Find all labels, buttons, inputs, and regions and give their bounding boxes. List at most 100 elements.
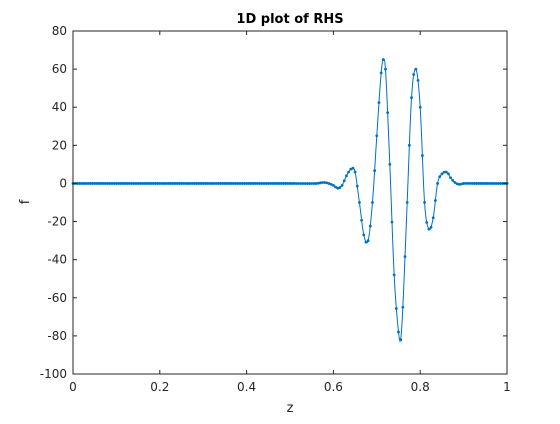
chart-title: 1D plot of RHS (236, 12, 343, 27)
data-point (158, 182, 162, 185)
data-point (494, 182, 498, 185)
data-point (106, 182, 110, 185)
data-point (154, 182, 157, 185)
data-point (386, 111, 390, 115)
data-point (288, 182, 292, 185)
data-point (182, 182, 186, 185)
data-point (99, 182, 103, 185)
data-point (97, 182, 101, 185)
data-point (418, 105, 422, 109)
data-point (101, 182, 105, 185)
data-point (436, 182, 439, 185)
data-point (86, 182, 90, 185)
data-point (332, 183, 335, 187)
data-point (373, 169, 377, 173)
data-point (186, 182, 190, 185)
data-point (292, 182, 296, 185)
data-point (134, 182, 138, 185)
data-point (251, 182, 255, 185)
data-point (488, 182, 492, 185)
data-point (203, 182, 207, 185)
data-point (175, 182, 179, 185)
data-point (197, 182, 201, 185)
y-tick-label: -80 (47, 329, 67, 343)
data-point (338, 186, 342, 189)
data-point (381, 58, 385, 61)
data-point (470, 182, 474, 185)
data-point (468, 182, 472, 185)
data-point (82, 182, 86, 185)
axes-box (72, 30, 508, 375)
data-point (121, 182, 125, 185)
data-point (177, 182, 181, 185)
plot-area (73, 31, 507, 374)
data-point (123, 182, 127, 185)
data-point (364, 240, 368, 244)
data-point (206, 182, 209, 185)
data-point (141, 182, 144, 185)
data-point (143, 182, 147, 185)
data-point (277, 182, 281, 185)
data-point (128, 182, 131, 185)
data-point (392, 273, 396, 277)
data-point (442, 170, 446, 174)
data-point (447, 172, 450, 176)
data-point (462, 182, 465, 185)
data-point (104, 182, 107, 185)
data-point (336, 186, 340, 190)
data-point (219, 182, 222, 185)
data-point (112, 182, 116, 185)
data-point (433, 199, 437, 202)
y-tick-label: -20 (47, 215, 67, 229)
data-point (501, 182, 505, 185)
data-point (258, 182, 262, 185)
x-tick-label: 1 (503, 380, 511, 394)
data-point (401, 305, 405, 309)
data-point (407, 143, 411, 147)
x-axis-label: z (287, 401, 294, 416)
data-point (371, 201, 374, 204)
data-point (420, 154, 424, 157)
data-point (303, 182, 307, 185)
data-point (117, 182, 120, 185)
data-point (273, 182, 277, 185)
data-point (490, 182, 494, 185)
data-point (138, 182, 142, 185)
data-point (360, 218, 364, 222)
data-point (429, 225, 433, 229)
data-point (355, 184, 359, 188)
data-point (208, 182, 212, 185)
x-tick-label: 0.4 (237, 380, 256, 394)
data-point (171, 182, 175, 185)
x-tick-label: 0.8 (411, 380, 430, 394)
y-tick-label: 80 (52, 24, 67, 38)
data-point (310, 182, 314, 185)
data-point (234, 182, 238, 185)
data-point (308, 182, 311, 185)
data-point (266, 182, 270, 185)
data-point (180, 182, 183, 185)
data-point (295, 182, 298, 185)
data-point (125, 182, 129, 185)
data-point (475, 182, 479, 185)
series-layer (71, 58, 509, 343)
data-point (164, 182, 168, 185)
y-tick-label: -100 (40, 367, 67, 381)
data-point (225, 182, 229, 185)
data-point (423, 201, 426, 204)
data-point (368, 224, 372, 228)
data-point (377, 101, 381, 105)
data-point (403, 255, 407, 258)
data-point (390, 220, 394, 224)
x-tick-label: 0.6 (324, 380, 343, 394)
data-point (457, 183, 461, 186)
y-tick-label: 20 (52, 138, 67, 152)
data-point (329, 183, 333, 186)
data-point (132, 182, 136, 185)
data-point (188, 182, 192, 185)
data-point (193, 182, 196, 185)
data-point (84, 182, 88, 185)
data-point (195, 182, 199, 185)
data-point (496, 182, 500, 185)
